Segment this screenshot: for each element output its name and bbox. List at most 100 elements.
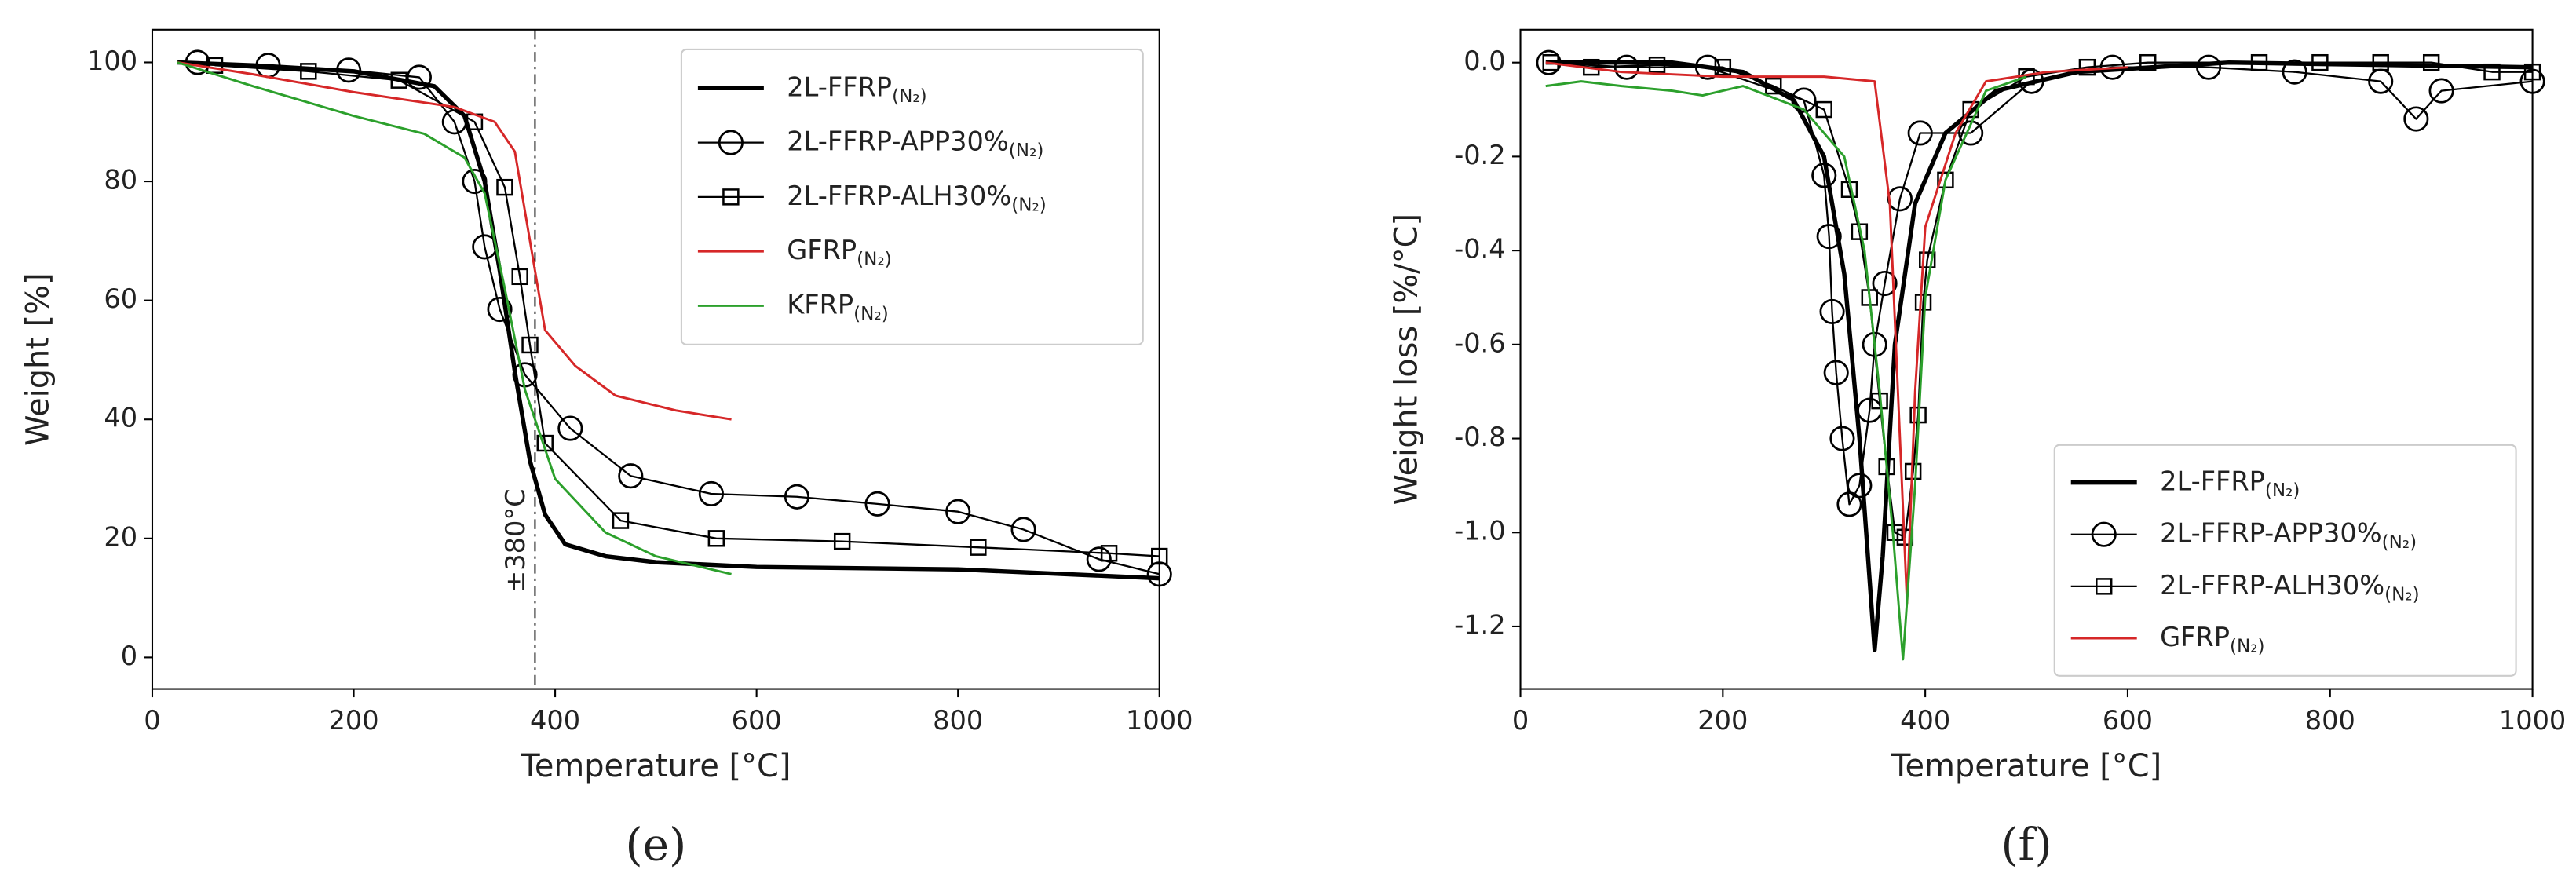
marker-circle — [1536, 49, 1562, 75]
legend-marker — [722, 188, 740, 206]
y-tick-label: -0.8 — [1454, 422, 1506, 452]
marker-circle — [945, 499, 971, 524]
legend-label: 2L-FFRP-APP30%(N₂) — [787, 126, 1043, 160]
marker-square — [1542, 53, 1559, 71]
marker-square — [1714, 58, 1732, 76]
x-tick-label: 1000 — [2499, 705, 2566, 736]
legend-label: KFRP(N₂) — [787, 289, 888, 323]
marker-square — [1648, 56, 1666, 74]
marker-circle — [557, 415, 583, 441]
y-axis-label: Weight [%] — [20, 272, 57, 446]
marker-circle — [1829, 426, 1855, 451]
x-tick-label: 200 — [328, 705, 378, 736]
legend-label: GFRP(N₂) — [2160, 622, 2264, 656]
legend-marker — [2096, 578, 2113, 595]
marker-circle — [1086, 546, 1112, 572]
marker-circle — [1907, 120, 1933, 146]
y-tick-label: 60 — [104, 283, 137, 314]
marker-square — [1815, 100, 1832, 119]
legend-label: GFRP(N₂) — [787, 235, 891, 269]
y-tick-label: 100 — [87, 46, 137, 76]
x-tick-label: 800 — [2305, 705, 2355, 736]
marker-square — [521, 336, 539, 354]
data-line — [1545, 61, 2128, 605]
marker-square — [2372, 53, 2389, 71]
plot-frame — [1519, 28, 2534, 690]
data-line — [1551, 61, 2533, 539]
marker-circle — [864, 491, 890, 517]
x-tick-label: 0 — [144, 705, 160, 736]
marker-circle — [1872, 270, 1898, 297]
legend-label: 2L-FFRP-ALH30%(N₂) — [2160, 569, 2420, 604]
legend-label: 2L-FFRP(N₂) — [2160, 466, 2300, 500]
legend-label: 2L-FFRP-APP30%(N₂) — [2160, 517, 2417, 552]
marker-circle — [2196, 54, 2222, 80]
caption: (f) — [2001, 820, 2052, 871]
marker-square — [206, 57, 224, 74]
marker-square — [2523, 63, 2541, 81]
x-tick-label: 1000 — [1126, 705, 1193, 736]
x-tick-label: 400 — [1900, 705, 1950, 736]
y-tick-label: 40 — [104, 403, 137, 433]
legend-box — [2053, 444, 2517, 677]
marker-square — [612, 512, 630, 529]
marker-circle — [336, 57, 362, 83]
marker-square — [1765, 77, 1782, 95]
plot-frame — [151, 28, 1160, 690]
x-tick-label: 600 — [2103, 705, 2153, 736]
marker-circle — [2282, 59, 2307, 85]
y-tick-label: -0.6 — [1454, 327, 1506, 358]
marker-circle — [2519, 68, 2545, 94]
marker-square — [2422, 53, 2440, 71]
marker-square — [2078, 58, 2096, 76]
marker-square — [1100, 545, 1118, 562]
data-line — [214, 64, 1160, 557]
marker-circle — [618, 463, 644, 489]
marker-square — [1937, 171, 1954, 189]
marker-circle — [2403, 106, 2429, 132]
marker-circle — [462, 168, 488, 195]
marker-circle — [1791, 87, 1817, 113]
y-tick-label: 0 — [121, 641, 137, 671]
legend-marker — [718, 130, 744, 155]
caption: (e) — [625, 820, 686, 871]
data-line — [1545, 75, 2027, 661]
data-line — [177, 61, 732, 421]
x-tick-label: 800 — [933, 705, 983, 736]
y-tick-label: 80 — [104, 165, 137, 195]
legend-box — [680, 48, 1144, 345]
marker-square — [707, 530, 725, 547]
marker-circle — [1819, 298, 1845, 324]
marker-circle — [1816, 224, 1842, 250]
marker-circle — [1847, 473, 1873, 499]
marker-square — [2311, 53, 2329, 71]
legend-label: 2L-FFRP(N₂) — [787, 71, 926, 106]
y-tick-label: -0.2 — [1454, 140, 1506, 170]
marker-square — [1914, 294, 1932, 311]
x-tick-label: 0 — [1512, 705, 1529, 736]
marker-square — [970, 539, 987, 556]
y-tick-label: -1.0 — [1454, 516, 1506, 546]
annotation: ±380°C — [500, 488, 531, 592]
marker-circle — [406, 64, 432, 90]
marker-circle — [698, 480, 724, 507]
marker-square — [2483, 63, 2501, 81]
y-tick-label: 20 — [104, 521, 137, 552]
marker-square — [1886, 524, 1904, 541]
legend-label: 2L-FFRP-ALH30%(N₂) — [787, 180, 1047, 214]
marker-circle — [1146, 561, 1172, 587]
marker-square — [300, 63, 317, 80]
marker-square — [1919, 251, 1936, 268]
x-tick-label: 200 — [1697, 705, 1748, 736]
x-tick-label: 600 — [732, 705, 782, 736]
data-line — [177, 61, 732, 575]
x-axis-label: Temperature [°C] — [520, 748, 791, 784]
marker-square — [511, 268, 528, 286]
marker-circle — [1010, 517, 1036, 542]
marker-square — [1151, 547, 1168, 565]
x-axis-label: Temperature [°C] — [1891, 748, 2161, 784]
marker-circle — [2428, 78, 2454, 104]
marker-circle — [784, 484, 810, 510]
